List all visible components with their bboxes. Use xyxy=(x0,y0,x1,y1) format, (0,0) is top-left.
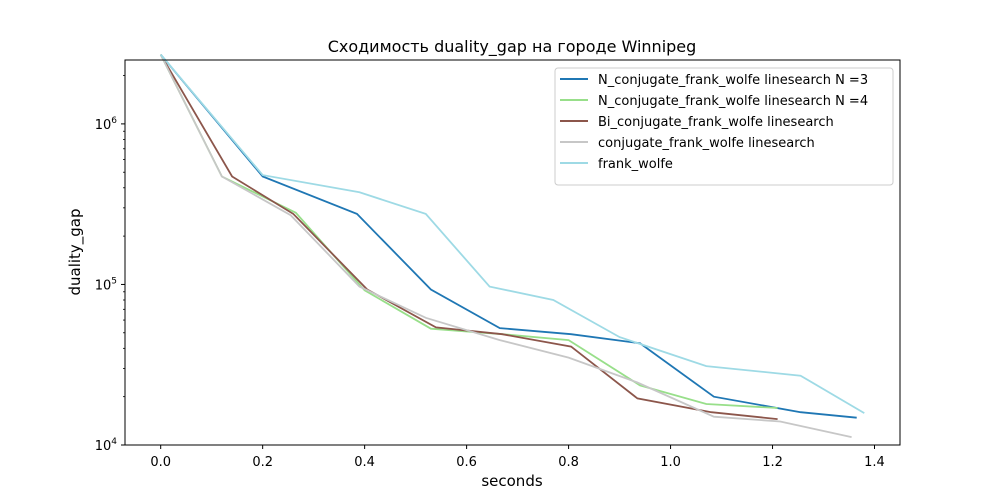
x-axis: 0.0 0.2 0.4 0.6 0.8 1.0 1.2 1.4 xyxy=(150,445,885,470)
y-tick-exponent: 6 xyxy=(111,116,117,126)
legend-box xyxy=(554,67,894,186)
x-tick-label: 0.2 xyxy=(252,455,273,470)
y-tick-label: 104 xyxy=(95,437,118,454)
y-tick-exponent: 5 xyxy=(111,276,117,286)
series-line-5 xyxy=(160,54,865,414)
series-line-4 xyxy=(159,54,852,438)
x-tick-label: 1.0 xyxy=(660,455,681,470)
series-line-2 xyxy=(159,54,778,409)
x-tick-label: 0.4 xyxy=(354,455,375,470)
legend-label: conjugate_frank_wolfe linesearch xyxy=(598,136,815,151)
x-tick-label: 1.4 xyxy=(864,455,885,470)
plot-frame xyxy=(124,59,901,446)
series-line-1 xyxy=(160,54,857,419)
y-tick-base: 10 xyxy=(95,278,112,293)
chart-title: Сходимость duality_gap на городе Winnipe… xyxy=(328,37,697,57)
x-tick-label: 0.8 xyxy=(558,455,579,470)
legend-label: Bi_conjugate_frank_wolfe linesearch xyxy=(598,115,834,130)
x-tick-label: 0.6 xyxy=(456,455,477,470)
legend-label: N_conjugate_frank_wolfe linesearch N =3 xyxy=(598,73,868,88)
legend-label: frank_wolfe xyxy=(598,157,673,172)
y-axis-label: duality_gap xyxy=(66,208,85,295)
y-tick-exponent: 4 xyxy=(111,437,117,447)
legend-label: N_conjugate_frank_wolfe linesearch N =4 xyxy=(598,94,868,109)
x-axis-label: seconds xyxy=(481,472,542,490)
y-tick-base: 10 xyxy=(95,439,112,454)
y-tick-label: 106 xyxy=(95,116,118,133)
x-tick-label: 0.0 xyxy=(150,455,171,470)
y-tick-base: 10 xyxy=(95,118,112,133)
y-tick-label: 105 xyxy=(95,276,117,293)
legend: N_conjugate_frank_wolfe linesearch N =3 N… xyxy=(554,67,894,186)
x-tick-label: 1.2 xyxy=(762,455,783,470)
plot-area xyxy=(159,54,865,438)
